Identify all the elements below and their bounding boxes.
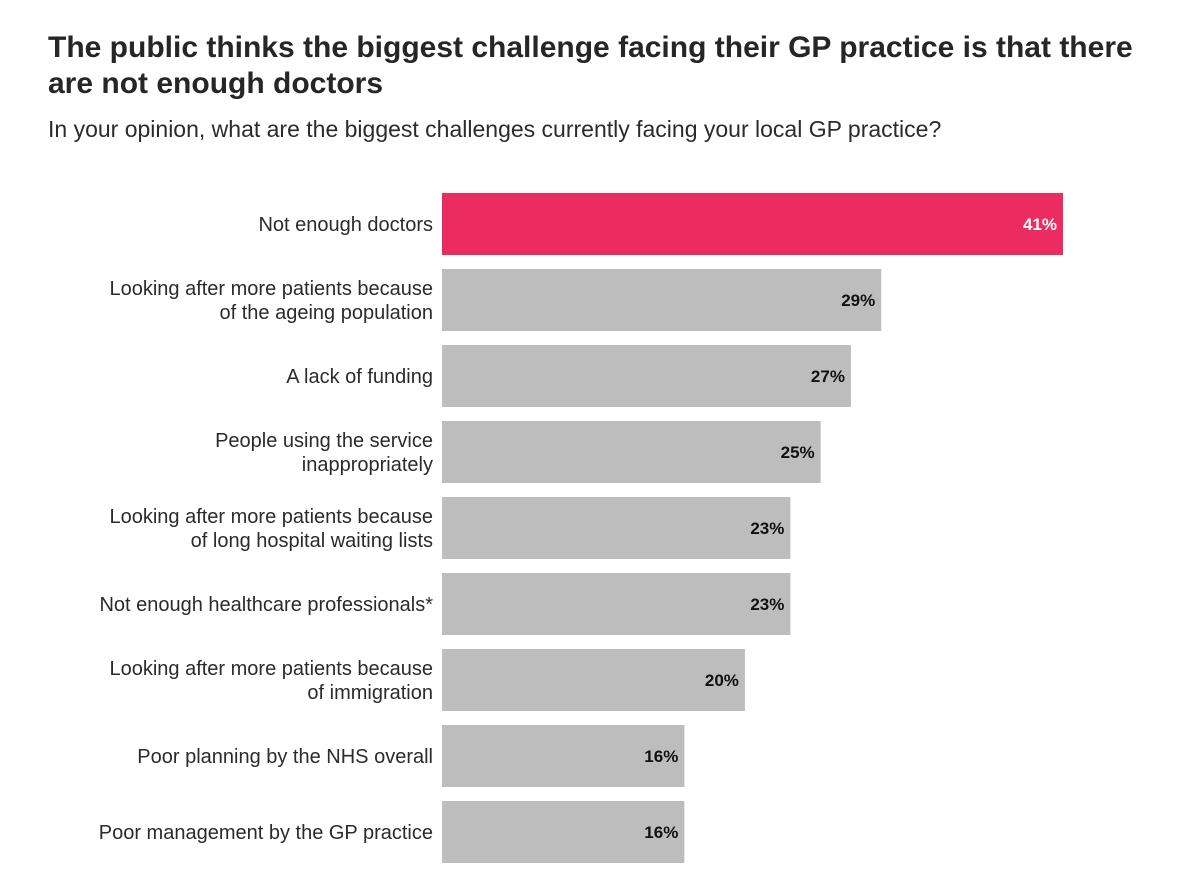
value-label-5: 23% xyxy=(750,519,784,538)
chart-subtitle: In your opinion, what are the biggest ch… xyxy=(48,116,942,142)
bar-8 xyxy=(442,725,685,787)
category-label-3: A lack of funding xyxy=(286,366,433,388)
bar-2 xyxy=(442,269,882,331)
bar-6 xyxy=(442,573,791,635)
value-label-8: 16% xyxy=(644,747,678,766)
bar-7 xyxy=(442,649,745,711)
category-label-4: People using the service inappropriately xyxy=(215,430,433,476)
value-label-3: 27% xyxy=(811,367,845,386)
value-label-9: 16% xyxy=(644,823,678,842)
category-label-7: Looking after more patients because of im… xyxy=(109,658,433,704)
chart-title: The public thinks the biggest challenge … xyxy=(48,31,1133,100)
bar-4 xyxy=(442,421,821,483)
value-label-4: 25% xyxy=(781,443,815,462)
bar-3 xyxy=(442,345,851,407)
value-label-6: 23% xyxy=(750,595,784,614)
category-label-9: Poor management by the GP practice xyxy=(99,822,433,844)
category-label-2: Looking after more patients because of th… xyxy=(109,278,433,324)
bar-9 xyxy=(442,801,685,863)
bar-5 xyxy=(442,497,791,559)
category-label-1: Not enough doctors xyxy=(258,214,433,236)
value-label-2: 29% xyxy=(841,291,875,310)
category-label-6: Not enough healthcare professionals* xyxy=(99,594,433,616)
category-label-5: Looking after more patients because of lo… xyxy=(109,506,433,552)
value-label-7: 20% xyxy=(705,671,739,690)
bar-1 xyxy=(442,193,1063,255)
value-label-1: 41% xyxy=(1023,215,1057,234)
category-label-8: Poor planning by the NHS overall xyxy=(137,746,433,768)
